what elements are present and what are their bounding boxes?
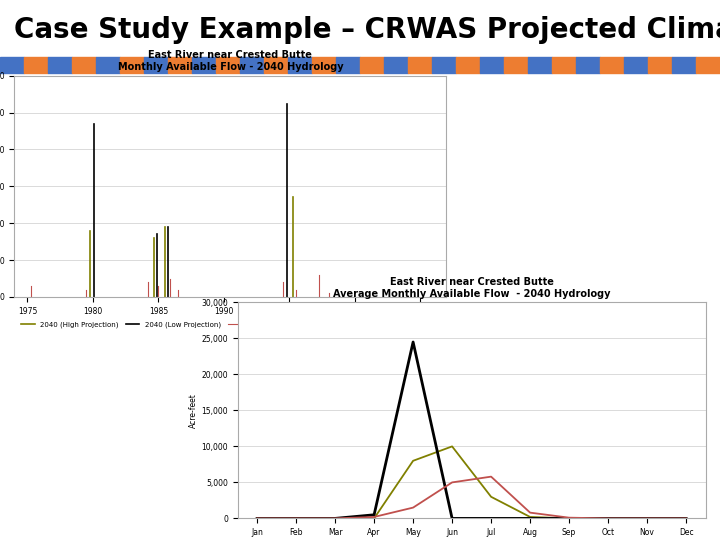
Title: East River near Crested Butte
Average Monthly Available Flow  - 2040 Hydrology: East River near Crested Butte Average Mo…	[333, 277, 611, 299]
Bar	[168, 57, 192, 73]
Bar	[432, 57, 456, 73]
Historical	[330, 515, 339, 522]
Historical	[370, 514, 379, 520]
Bar	[72, 57, 96, 73]
Bar	[264, 57, 288, 73]
2040 (Low Projection)	[448, 515, 456, 522]
2040 (Low Projection)	[487, 515, 495, 522]
Bar	[312, 57, 336, 73]
2040 (Low Projection)	[682, 515, 690, 522]
2040 (High Projection)	[643, 515, 652, 522]
Historical	[682, 515, 690, 522]
2040 (High Projection)	[487, 494, 495, 500]
2040 (Low Projection)	[370, 511, 379, 518]
Bar	[144, 57, 168, 73]
Bar	[504, 57, 528, 73]
2040 (Low Projection)	[643, 515, 652, 522]
Historical	[448, 479, 456, 485]
Line: Historical: Historical	[257, 477, 686, 518]
Line: 2040 (High Projection): 2040 (High Projection)	[257, 447, 686, 518]
2040 (High Projection)	[604, 515, 613, 522]
Historical	[292, 515, 300, 522]
Text: Case Study Example – CRWAS Projected Climate Hydrology: Case Study Example – CRWAS Projected Cli…	[14, 16, 720, 44]
Bar	[624, 57, 648, 73]
Historical	[409, 504, 418, 511]
Bar	[408, 57, 432, 73]
Bar	[96, 57, 120, 73]
2040 (High Projection)	[682, 515, 690, 522]
Bar	[600, 57, 624, 73]
Y-axis label: Acre-feet: Acre-feet	[189, 393, 198, 428]
Historical	[526, 509, 534, 516]
2040 (Low Projection)	[409, 339, 418, 345]
Bar	[120, 57, 144, 73]
2040 (Low Projection)	[526, 515, 534, 522]
2040 (High Projection)	[526, 514, 534, 520]
Bar	[648, 57, 672, 73]
Bar	[288, 57, 312, 73]
Bar	[24, 57, 48, 73]
Line: 2040 (Low Projection): 2040 (Low Projection)	[257, 342, 686, 518]
Title: East River near Crested Butte
Monthly Available Flow - 2040 Hydrology: East River near Crested Butte Monthly Av…	[117, 50, 343, 72]
2040 (High Projection)	[409, 457, 418, 464]
Bar	[216, 57, 240, 73]
Bar	[384, 57, 408, 73]
Historical	[604, 515, 613, 522]
Bar	[240, 57, 264, 73]
Historical	[487, 474, 495, 480]
2040 (High Projection)	[564, 515, 573, 522]
Bar	[672, 57, 696, 73]
Bar	[360, 57, 384, 73]
Bar	[576, 57, 600, 73]
2040 (Low Projection)	[604, 515, 613, 522]
Bar	[696, 57, 720, 73]
Bar	[48, 57, 72, 73]
2040 (High Projection)	[330, 515, 339, 522]
2040 (High Projection)	[370, 515, 379, 522]
2040 (Low Projection)	[564, 515, 573, 522]
2040 (High Projection)	[448, 443, 456, 450]
Historical	[564, 515, 573, 521]
Legend: 2040 (High Projection), 2040 (Low Projection), Historical: 2040 (High Projection), 2040 (Low Projec…	[18, 319, 283, 331]
Bar	[336, 57, 360, 73]
2040 (Low Projection)	[292, 515, 300, 522]
Bar	[552, 57, 576, 73]
Historical	[643, 515, 652, 522]
Bar	[456, 57, 480, 73]
Bar	[480, 57, 504, 73]
2040 (High Projection)	[253, 515, 261, 522]
Bar	[528, 57, 552, 73]
Bar	[0, 57, 24, 73]
2040 (Low Projection)	[330, 515, 339, 522]
Historical	[253, 515, 261, 522]
2040 (Low Projection)	[253, 515, 261, 522]
Bar	[192, 57, 216, 73]
2040 (High Projection)	[292, 515, 300, 522]
